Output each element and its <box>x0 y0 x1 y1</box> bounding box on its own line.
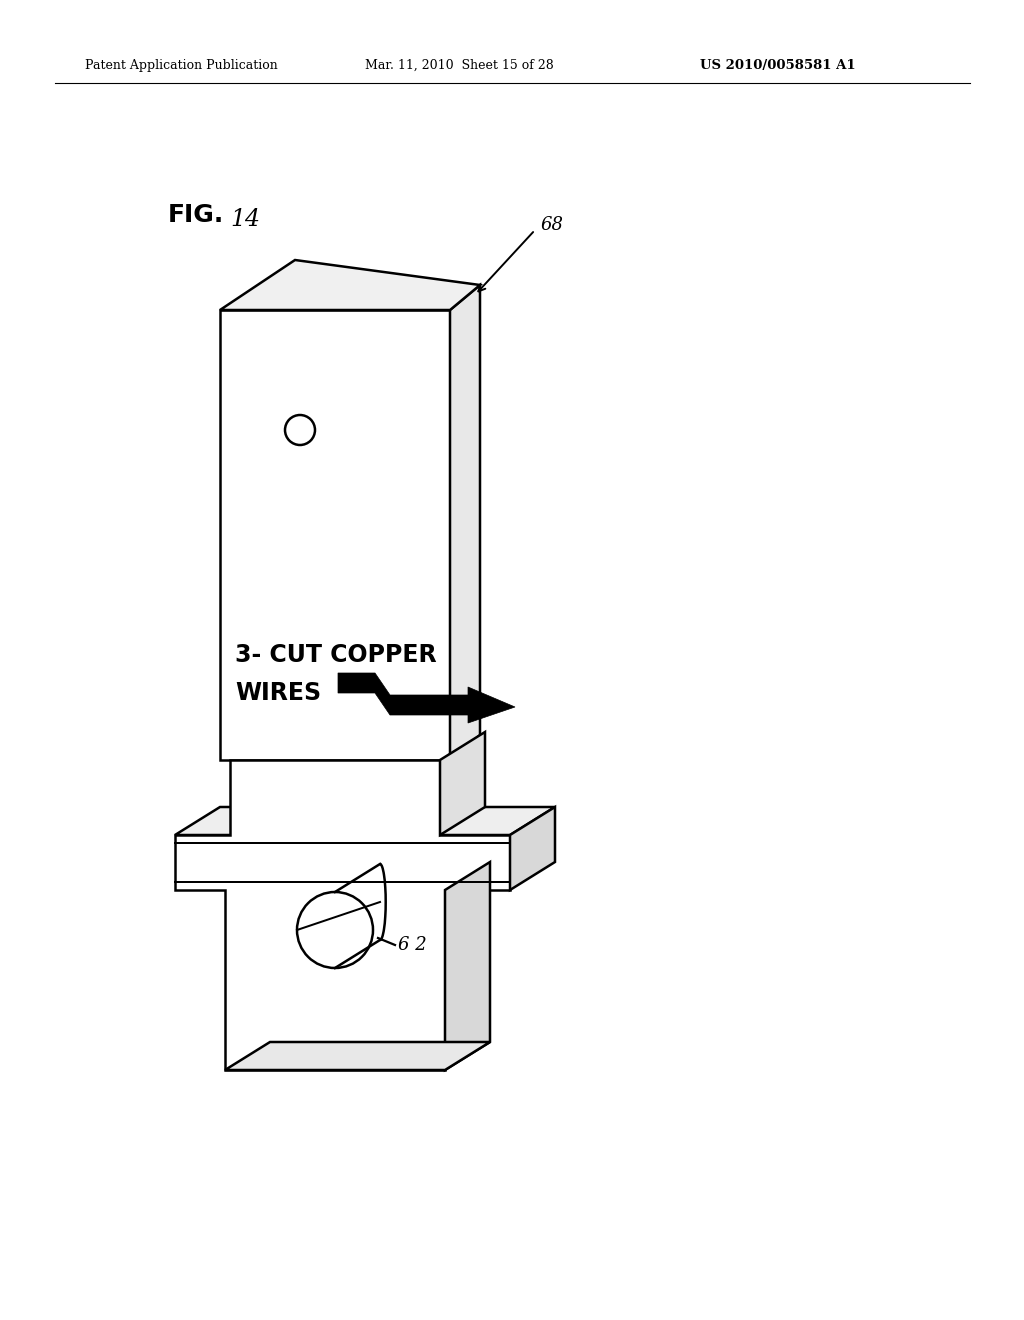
Text: US 2010/0058581 A1: US 2010/0058581 A1 <box>700 58 856 71</box>
Polygon shape <box>175 807 555 836</box>
Text: 68: 68 <box>540 216 563 234</box>
Polygon shape <box>440 733 485 836</box>
Polygon shape <box>338 673 515 723</box>
Polygon shape <box>220 260 480 310</box>
Text: Patent Application Publication: Patent Application Publication <box>85 58 278 71</box>
Text: 3- CUT COPPER: 3- CUT COPPER <box>234 643 436 667</box>
Text: Mar. 11, 2010  Sheet 15 of 28: Mar. 11, 2010 Sheet 15 of 28 <box>365 58 554 71</box>
Text: WIRES: WIRES <box>234 681 322 705</box>
Polygon shape <box>450 285 480 760</box>
Text: 14: 14 <box>230 209 260 231</box>
Polygon shape <box>510 807 555 890</box>
Polygon shape <box>445 862 490 1071</box>
Text: FIG.: FIG. <box>168 203 224 227</box>
Polygon shape <box>175 760 510 1071</box>
Polygon shape <box>220 310 450 760</box>
Polygon shape <box>225 1041 490 1071</box>
Text: 6 2: 6 2 <box>398 936 427 954</box>
